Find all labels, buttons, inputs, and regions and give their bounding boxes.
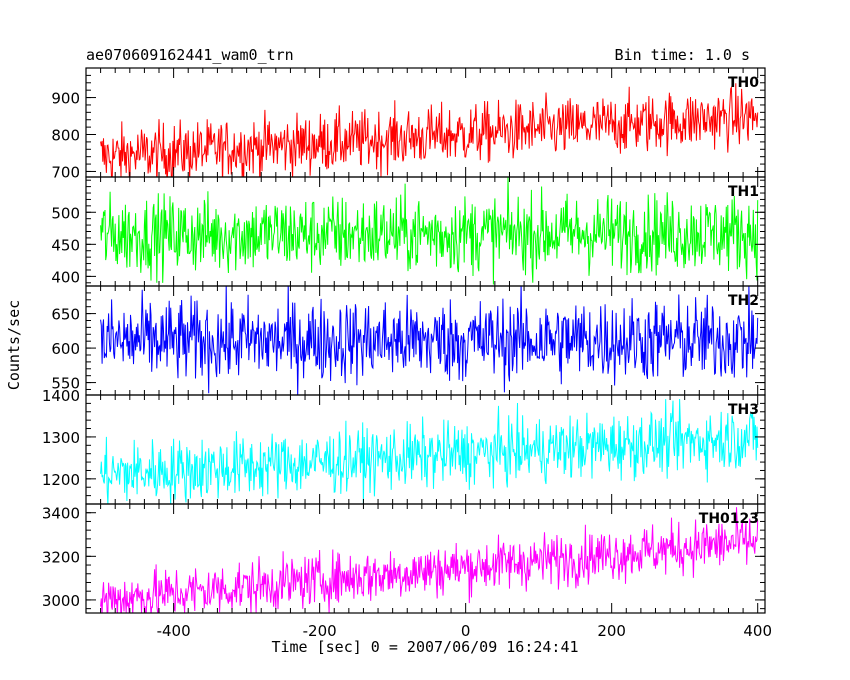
series-line-th0 bbox=[100, 83, 759, 177]
panel-label-th3: TH3 bbox=[728, 402, 759, 418]
y-tick-label: 1200 bbox=[42, 471, 80, 489]
y-tick-label: 650 bbox=[51, 306, 80, 324]
x-tick-label: 200 bbox=[597, 622, 626, 640]
chart-title: ae070609162441_wam0_trn bbox=[86, 46, 294, 64]
y-tick-label: 1300 bbox=[42, 429, 80, 447]
y-tick-label: 400 bbox=[51, 268, 80, 286]
y-tick-label: 800 bbox=[51, 127, 80, 145]
y-tick-label: 550 bbox=[51, 375, 80, 393]
panel-label-th0: TH0 bbox=[728, 75, 759, 91]
x-axis-label: Time [sec] 0 = 2007/06/09 16:24:41 bbox=[271, 638, 579, 656]
y-tick-label: 500 bbox=[51, 204, 80, 222]
panel-frame-th0123 bbox=[85, 503, 766, 614]
y-axis-label: Counts/sec bbox=[5, 299, 23, 391]
series-line-th3 bbox=[100, 398, 759, 504]
x-tick-label: 400 bbox=[743, 622, 772, 640]
bin-time-label: Bin time: 1.0 s bbox=[614, 46, 750, 64]
panel-label-th0123: TH0123 bbox=[699, 511, 759, 527]
series-line-th2 bbox=[100, 286, 759, 395]
x-tick-label: -400 bbox=[157, 622, 191, 640]
y-tick-label: 600 bbox=[51, 340, 80, 358]
y-tick-label: 3000 bbox=[42, 592, 80, 610]
y-tick-label: 3400 bbox=[42, 505, 80, 523]
y-tick-label: 1400 bbox=[42, 387, 80, 405]
series-line-th0123 bbox=[100, 507, 759, 613]
panel-label-th1: TH1 bbox=[728, 184, 759, 200]
series-line-th1 bbox=[100, 177, 759, 285]
panel-frame-th0 bbox=[85, 67, 766, 178]
panel-label-th2: TH2 bbox=[728, 293, 759, 309]
y-tick-label: 3200 bbox=[42, 548, 80, 566]
y-tick-label: 900 bbox=[51, 90, 80, 108]
x-tick-label: -200 bbox=[303, 622, 337, 640]
y-tick-label: 450 bbox=[51, 236, 80, 254]
y-tick-label: 700 bbox=[51, 163, 80, 181]
x-tick-label: 0 bbox=[461, 622, 471, 640]
